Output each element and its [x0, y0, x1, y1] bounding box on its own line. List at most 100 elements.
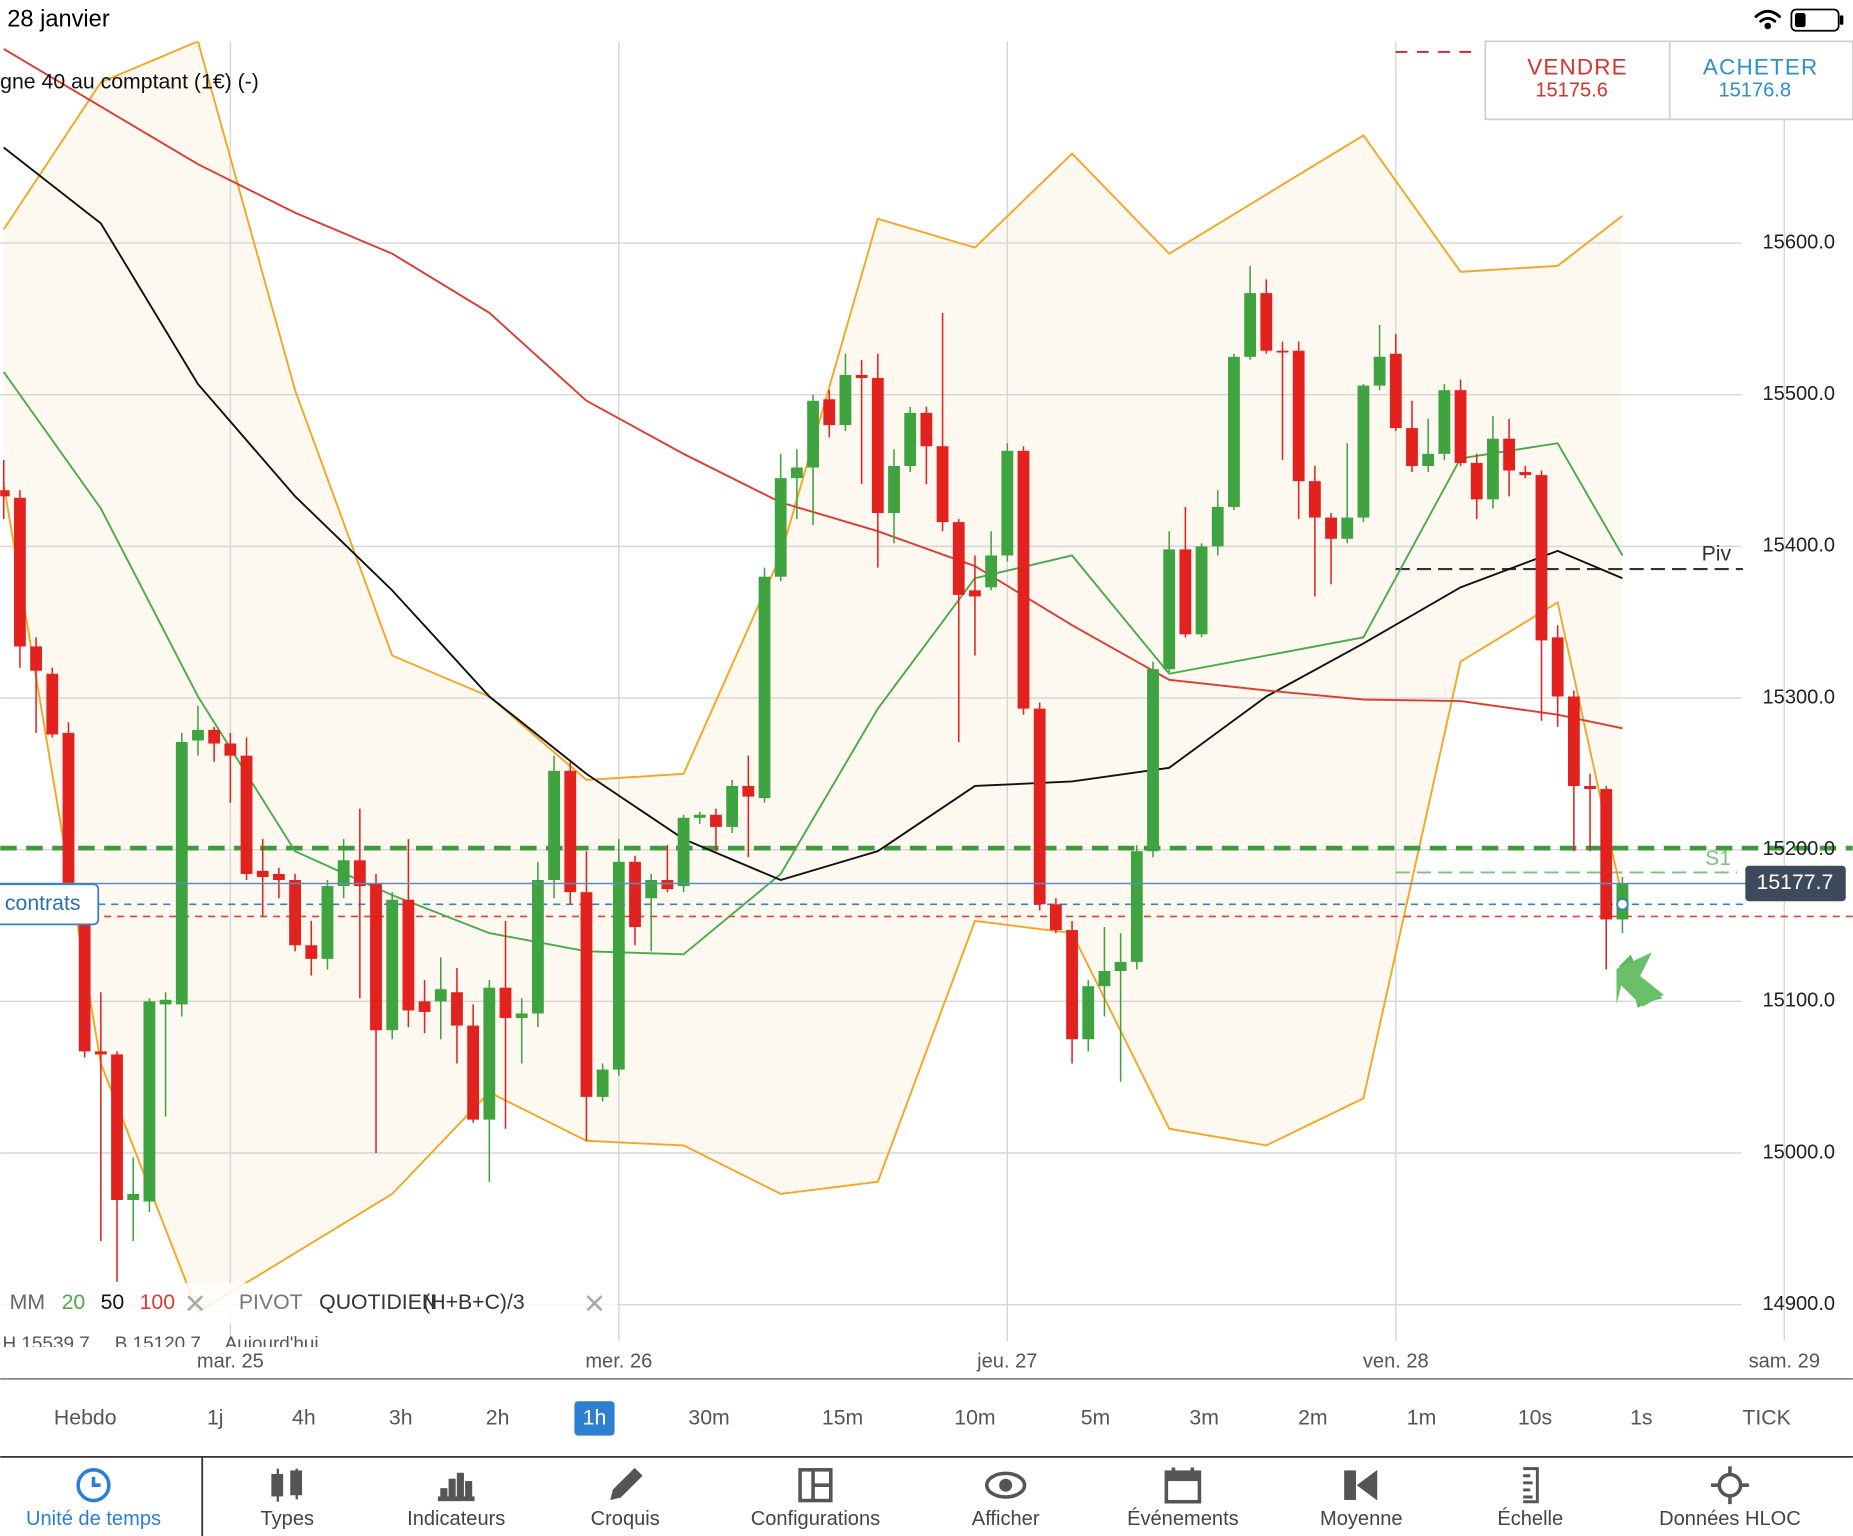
- candle-body: [13, 497, 26, 647]
- candle-body: [1600, 789, 1613, 920]
- candle-body: [305, 945, 318, 959]
- buy-label[interactable]: ACHETER: [1703, 54, 1818, 79]
- candle-body: [78, 898, 91, 1052]
- candle-body: [1147, 669, 1159, 852]
- candle-body: [677, 817, 690, 887]
- candle-body: [1244, 293, 1257, 357]
- candle-body: [1438, 390, 1451, 454]
- candle-body: [1195, 546, 1208, 635]
- candle-body: [1357, 385, 1370, 518]
- timeframe[interactable]: 4h: [292, 1406, 316, 1430]
- timeframe[interactable]: 10s: [1518, 1406, 1552, 1430]
- candle-body: [402, 899, 415, 1011]
- close-stroke: [187, 1295, 204, 1312]
- icon-part: [1523, 1467, 1539, 1504]
- candle-body: [1098, 971, 1111, 987]
- toolbar-icon[interactable]: [437, 1472, 475, 1502]
- candle-body: [467, 1025, 480, 1120]
- toolbar-label[interactable]: Moyenne: [1320, 1508, 1403, 1530]
- toolbar-label[interactable]: Configurations: [751, 1508, 880, 1530]
- toolbar-label[interactable]: Indicateurs: [407, 1508, 505, 1530]
- icon-part: [999, 1478, 1013, 1492]
- legend-close[interactable]: [586, 1295, 603, 1312]
- toolbar-icon[interactable]: [798, 1468, 833, 1503]
- candle-body: [1389, 353, 1402, 429]
- candle-body: [1211, 506, 1224, 547]
- candle-body: [1503, 438, 1516, 471]
- candle-body: [580, 892, 593, 1097]
- candle-body: [483, 987, 496, 1120]
- candle-body: [94, 1051, 107, 1055]
- candle-body: [1066, 930, 1078, 1040]
- timeframe[interactable]: Hebdo: [54, 1406, 117, 1430]
- timeframe[interactable]: 1h: [583, 1406, 607, 1430]
- candle-body: [515, 1013, 528, 1019]
- candle-body: [418, 1001, 431, 1012]
- candle-body: [321, 886, 334, 959]
- timeframe[interactable]: 3h: [389, 1406, 413, 1430]
- timeframe[interactable]: 10m: [954, 1406, 995, 1430]
- legend-close[interactable]: [187, 1295, 204, 1312]
- candle-body: [370, 883, 382, 1031]
- candle-body: [208, 729, 221, 744]
- candle-body: [1551, 637, 1564, 697]
- timeframe[interactable]: 3m: [1189, 1406, 1219, 1430]
- candle-body: [289, 880, 301, 946]
- toolbar-label[interactable]: Types: [260, 1508, 314, 1530]
- timeframe[interactable]: TICK: [1742, 1406, 1790, 1430]
- candle-body: [353, 860, 366, 887]
- toolbar-label[interactable]: Événements: [1127, 1507, 1239, 1530]
- timeframe[interactable]: 1m: [1407, 1406, 1437, 1430]
- y-tick-label: 15600.0: [1763, 231, 1836, 253]
- x-tick-label: sam. 29: [1749, 1351, 1820, 1373]
- candle-body: [969, 590, 981, 597]
- y-tick-label: 14900.0: [1763, 1293, 1836, 1315]
- toolbar-icon[interactable]: [610, 1467, 643, 1501]
- timeframe[interactable]: 15m: [822, 1406, 863, 1430]
- sell-label[interactable]: VENDRE: [1527, 54, 1628, 79]
- toolbar-icon[interactable]: [1164, 1467, 1202, 1504]
- toolbar-label[interactable]: Afficher: [972, 1508, 1040, 1530]
- pivot-legend: (H+B+C)/3: [423, 1290, 525, 1314]
- position-box[interactable]: [0, 883, 100, 926]
- timeframe[interactable]: 1s: [1630, 1406, 1652, 1430]
- pivot-legend: QUOTIDIEN: [319, 1290, 437, 1314]
- toolbar-label[interactable]: Échelle: [1497, 1507, 1563, 1530]
- toolbar-label[interactable]: Données HLOC: [1659, 1508, 1801, 1530]
- toolbar-icon[interactable]: [1344, 1469, 1378, 1501]
- candle-body: [920, 412, 933, 447]
- icon-part: [1165, 1471, 1201, 1482]
- toolbar-icon[interactable]: [271, 1468, 303, 1502]
- toolbar-icon[interactable]: [1523, 1467, 1539, 1504]
- toolbar-icon[interactable]: [76, 1468, 111, 1503]
- candle-body: [1276, 350, 1289, 353]
- toolbar-icon[interactable]: [984, 1471, 1027, 1499]
- candle-body: [693, 814, 706, 818]
- icon-part: [440, 1488, 448, 1498]
- timeframe[interactable]: 1j: [207, 1406, 224, 1430]
- candle-body: [548, 770, 560, 881]
- toolbar-label[interactable]: Croquis: [591, 1508, 660, 1530]
- timeframe-selected[interactable]: [574, 1401, 615, 1436]
- last-price-tag: [1745, 865, 1846, 902]
- cursor-dot: [1616, 898, 1629, 911]
- timeframe[interactable]: 5m: [1081, 1406, 1111, 1430]
- toolbar-icon[interactable]: [1711, 1466, 1749, 1505]
- candle-body: [0, 490, 10, 497]
- moving-average: [3, 146, 1623, 882]
- legend-bg: [0, 1283, 617, 1324]
- sell-price[interactable]: 15175.6: [1535, 79, 1608, 101]
- timeframe[interactable]: 2h: [486, 1406, 510, 1430]
- timeframe[interactable]: 30m: [688, 1406, 729, 1430]
- moving-average: [3, 48, 1623, 730]
- plot-area: S1 Piv: [0, 41, 1853, 1342]
- pivot-info-text: H 15539.7: [3, 1334, 90, 1355]
- overlay: 15177.7 14900.0 15000.0 15100.0 15200.0 15300…: [0, 40, 1853, 1536]
- candle-body: [451, 992, 463, 1026]
- x-tick-label: mer. 26: [585, 1351, 652, 1373]
- candle-body: [645, 880, 658, 899]
- candle-body: [46, 673, 59, 735]
- toolbar-label[interactable]: Unité de temps: [26, 1508, 161, 1530]
- timeframe[interactable]: 2m: [1298, 1406, 1328, 1430]
- buy-price[interactable]: 15176.8: [1718, 79, 1791, 101]
